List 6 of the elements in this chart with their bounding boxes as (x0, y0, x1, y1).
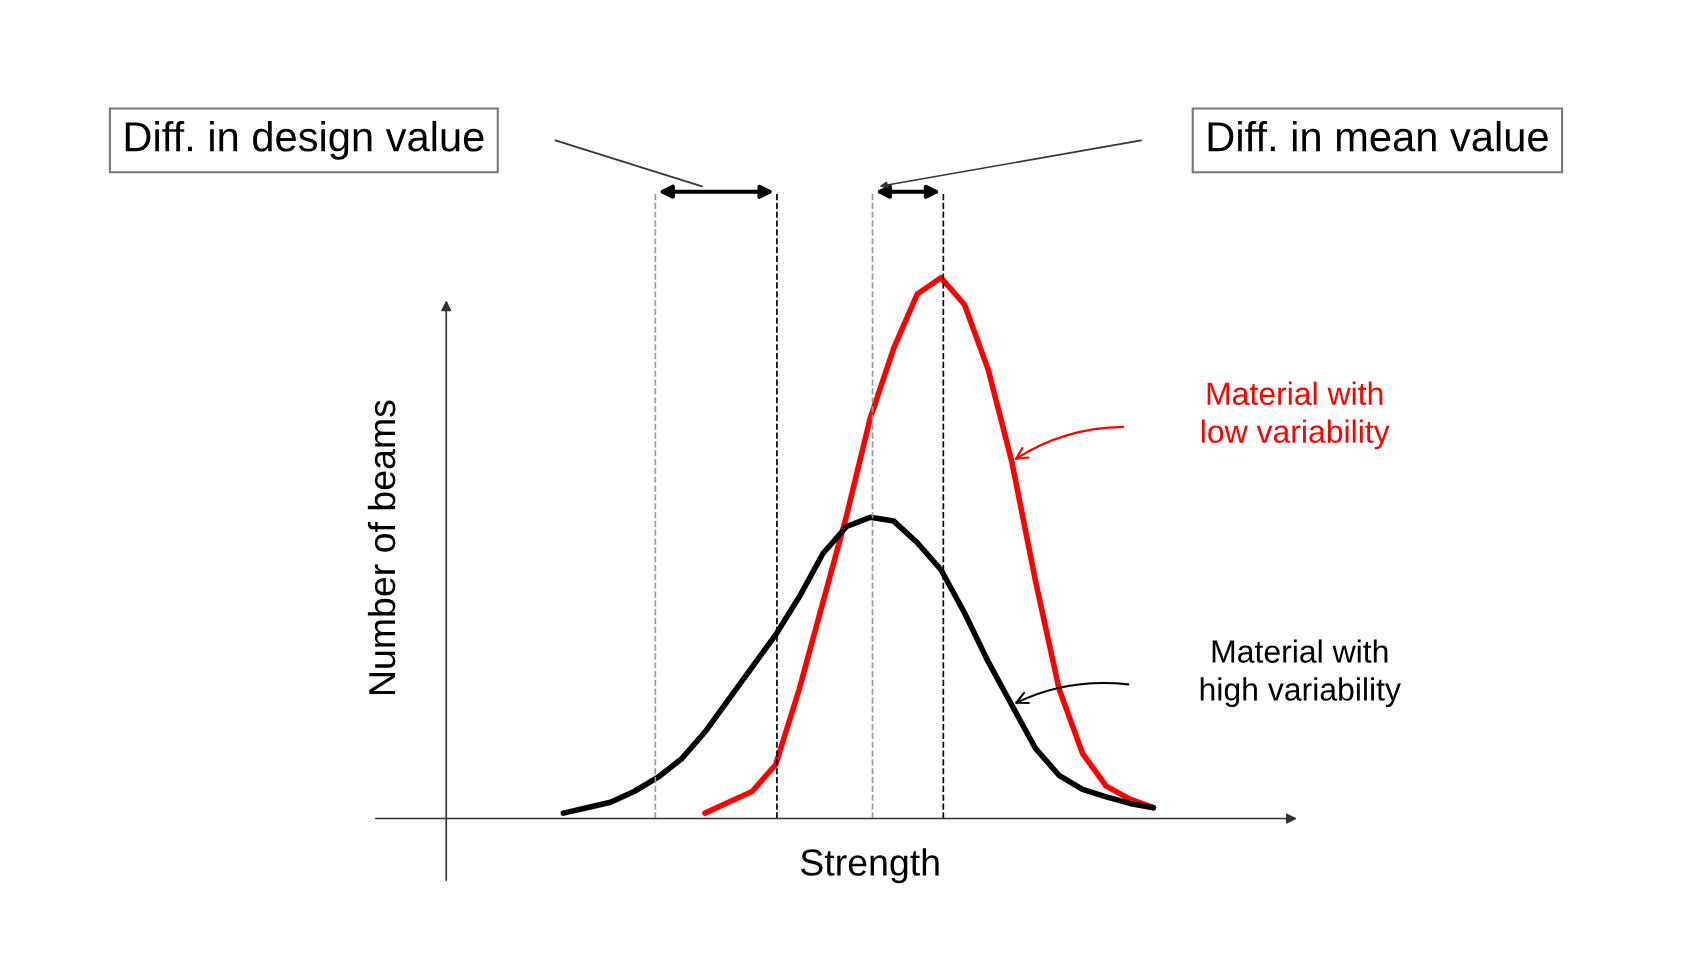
x-axis-title: Strength (800, 848, 939, 884)
text: Diff. in design value (125, 120, 484, 160)
y-axis-title: Number of beams (367, 400, 396, 695)
legend-label: Material with high variability (1200, 639, 1401, 708)
text: Material with low variability (1201, 381, 1390, 450)
text: Diff. in mean value (1208, 120, 1548, 152)
